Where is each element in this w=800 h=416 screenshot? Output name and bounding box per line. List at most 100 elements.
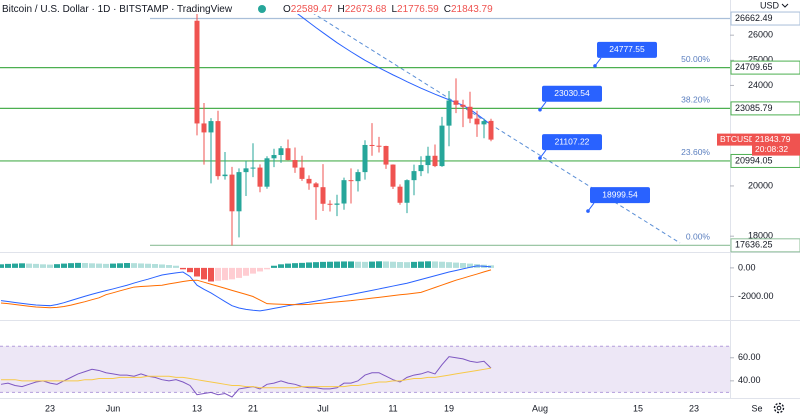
y-tick-label: 20000 [748,180,773,190]
macd-histogram-bar [5,263,11,268]
macd-histogram-bar [446,262,452,268]
fib-price-box [730,60,800,75]
macd-histogram-bar [257,267,263,272]
callout-anchor [586,209,590,213]
candle-body [278,148,284,156]
macd-histogram-bar [432,261,438,268]
macd-histogram-bar [390,261,396,268]
candle-body [334,203,340,205]
macd-histogram-bar [166,265,172,268]
macd-histogram-bar [215,267,221,281]
macd-histogram-bar [320,261,326,268]
settings-icon[interactable] [773,402,785,414]
x-tick-label: Aug [532,403,548,413]
last-price-label: 21843.79 [755,134,791,144]
callout-label: 23030.54 [554,88,590,98]
ohlc-value: 22589.47 [291,4,333,15]
fib-ratio-label: 23.60% [681,147,710,157]
candle-body [236,172,242,212]
ohlc-value: 21776.59 [397,4,439,15]
macd-histogram-bar [278,264,284,268]
price-pane: 61.80% 50.00% 38.20% 23.60% 0.00% [0,14,730,246]
rsi-line [1,367,492,389]
macd-histogram-bar [12,263,18,268]
ohlc-key: C [444,4,451,15]
macd-histogram-bar [376,261,382,268]
macd-histogram-bar [460,263,466,268]
macd-histogram-bar [327,261,333,268]
macd-histogram-bar [54,264,60,268]
macd-histogram-bar [222,267,228,281]
macd-histogram-bar [236,267,242,278]
fib-price-label: 23085.79 [735,103,773,113]
candle-body [222,174,228,177]
callout-label: 24777.55 [609,44,645,54]
fib-price-box [730,238,800,253]
macd-histogram-bar [243,267,249,276]
candle-body [425,155,431,166]
ohlc-key: O [283,4,291,15]
candle-body [271,155,277,159]
callout-anchor [538,107,542,112]
gear-hub[interactable] [776,405,782,411]
candle-body [397,186,403,203]
macd-histogram-bar [89,263,95,268]
candle-body [460,104,466,107]
macd-histogram-bar [61,263,67,268]
candle-body [404,180,410,203]
x-tick-label: Jul [317,403,329,413]
macd-histogram-bar [383,261,389,268]
symbol-label: BTCUSD [720,134,755,144]
x-tick-label: 19 [444,403,454,413]
candle-body [264,158,270,187]
ohlc-key: H [338,4,345,15]
candle-body [285,148,291,161]
x-tick-label: 11 [388,403,397,413]
macd-histogram-bar [40,264,46,268]
gear-teeth[interactable] [773,402,785,414]
macd-histogram-bar [341,261,347,268]
candle-body [355,172,361,182]
fib-ratio-label: 0.00% [686,232,711,242]
y-tick-label: 0.00 [738,262,756,272]
macd-histogram-bar [124,263,130,268]
macd-histogram-bar [152,264,158,268]
macd-histogram-bar [201,267,207,280]
macd-histogram-bar [306,262,312,268]
callout-label: 21107.22 [555,136,590,146]
x-tick-label: Se [751,403,762,413]
macd-histogram-bar [117,263,123,268]
ohlc-value: 21843.79 [451,4,493,15]
macd-histogram-bar [96,263,102,268]
fib-price-label: 24709.65 [735,62,773,72]
fib-price-box [730,101,800,116]
y-tick-label: 26000 [748,30,773,40]
macd-histogram-bar [187,267,193,273]
macd-histogram-bar [404,262,410,268]
title: Bitcoin / U.S. Dollar · 1D · BITSTAMP · … [2,4,233,15]
currency[interactable]: USD [760,0,780,10]
candle-body [306,178,312,184]
callout-box [590,187,650,204]
fib-price-label: 20994.05 [735,155,773,165]
candle-body [488,120,494,140]
callout-box [597,41,657,58]
candle-body [362,144,368,173]
candle-body [348,180,354,182]
last-price-box [752,133,800,156]
currency-dropdown[interactable] [781,3,789,8]
macd-line [0,269,492,309]
candle-body [390,164,396,187]
candle-body [432,155,438,167]
candle-body [243,168,249,173]
rsi-pane [0,345,730,398]
rsi-line [0,356,492,398]
macd-histogram-bar [138,263,144,268]
macd-histogram-bar [355,261,361,268]
macd-histogram-bar [348,261,354,268]
macd-histogram-bar [103,263,109,268]
rsi-band [0,346,730,393]
candle-body [299,167,305,179]
axes: 18000 20000 24000 25000 26000 26662.49 24709.6… [45,11,800,413]
